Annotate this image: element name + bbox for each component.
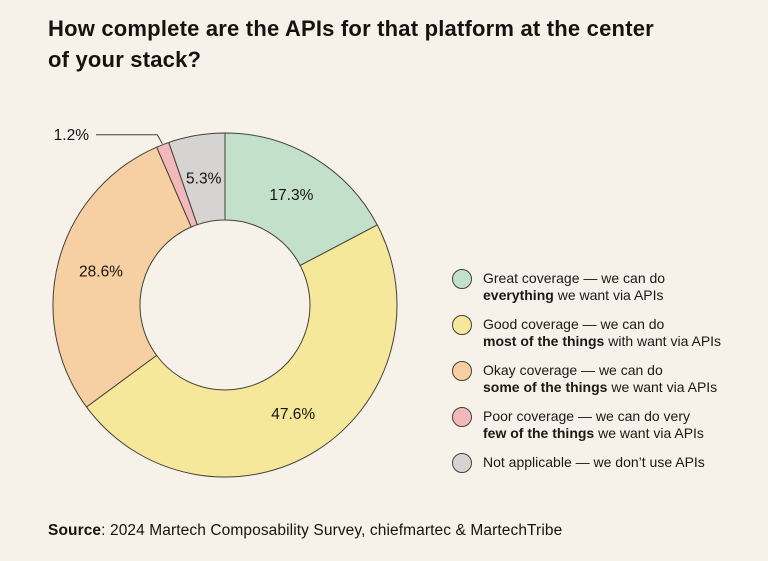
legend-swatch-circle-poor-coverage <box>452 407 472 427</box>
slice-value-label: 28.6% <box>79 264 123 281</box>
legend-label-poor-coverage: Poor coverage — we can do very few of the… <box>483 408 704 441</box>
source-text: : 2024 Martech Composability Survey, chi… <box>101 522 563 539</box>
donut-slice-great-coverage <box>224 132 378 266</box>
legend-item-not-applicable: Not applicable — we don’t use APIs <box>452 453 721 473</box>
legend-item-good-coverage: Good coverage — we can do most of the thi… <box>452 315 722 349</box>
donut-slice-okay-coverage <box>52 146 192 408</box>
slice-value-label: 1.2% <box>54 127 90 144</box>
slice-value-label: 5.3% <box>186 170 222 187</box>
legend-label-good-coverage: Good coverage — we can do most of the thi… <box>483 316 722 349</box>
chart-title: How complete are the APIs for that platf… <box>48 13 654 75</box>
legend-swatch-circle-great-coverage <box>452 269 472 289</box>
label-leader-line <box>96 134 163 145</box>
donut-slice-not-applicable <box>168 132 226 226</box>
legend-item-great-coverage: Great coverage — we can do everything we … <box>452 269 721 303</box>
legend-label-great-coverage: Great coverage — we can do everything we … <box>483 270 666 303</box>
legend-label-okay-coverage: Okay coverage — we can do some of the thi… <box>483 362 718 395</box>
source-note: Source: 2024 Martech Composability Surve… <box>48 522 562 540</box>
slice-value-label: 47.6% <box>271 406 315 423</box>
donut-slice-good-coverage <box>85 224 398 478</box>
source-label: Source <box>48 522 102 539</box>
chart-title-line1: How complete are the APIs for that platf… <box>48 16 654 41</box>
legend-swatch-circle-not-applicable <box>452 453 472 473</box>
chart-title-line2: of your stack? <box>48 47 202 72</box>
legend-label-not-applicable: Not applicable — we don’t use APIs <box>483 454 705 470</box>
legend-swatch-circle-good-coverage <box>452 315 472 335</box>
legend-item-poor-coverage: Poor coverage — we can do very few of the… <box>452 407 721 441</box>
legend-item-okay-coverage: Okay coverage — we can do some of the thi… <box>452 361 721 395</box>
slice-value-label: 17.3% <box>269 187 313 204</box>
legend-swatch-circle-okay-coverage <box>452 361 472 381</box>
donut-chart: 17.3% 47.6% 28.6% 1.2% 5.3% <box>52 127 398 478</box>
chart-legend: Great coverage — we can do everything we … <box>452 269 722 473</box>
